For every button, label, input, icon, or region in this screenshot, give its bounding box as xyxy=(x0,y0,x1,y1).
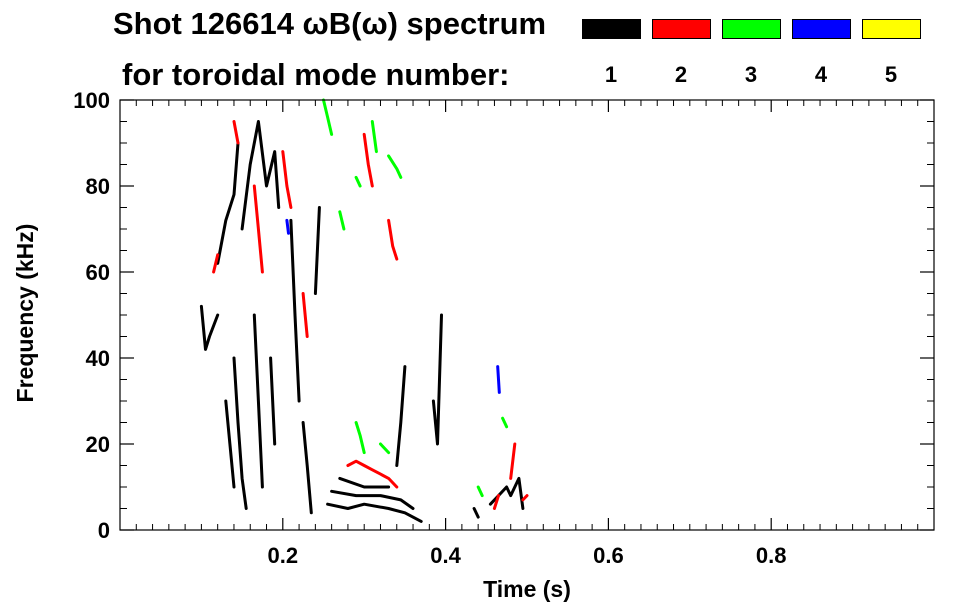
data-layer xyxy=(199,98,529,523)
x-tick-label: 0.8 xyxy=(756,543,787,568)
mode-2-trace xyxy=(521,494,529,502)
legend-swatch-5 xyxy=(862,19,921,39)
mode-1-trace xyxy=(338,476,391,489)
mode-4-trace xyxy=(285,218,290,235)
legend-swatch-2 xyxy=(652,19,711,39)
mode-1-trace xyxy=(252,313,264,489)
mode-1-trace xyxy=(472,507,480,519)
mode-2-trace xyxy=(281,150,293,209)
axes-layer: 0.2 0.4 0.6 0.8 0 20 40 60 80 100 xyxy=(73,88,935,568)
x-tick-label: 0.4 xyxy=(430,543,461,568)
mode-3-trace xyxy=(322,98,334,136)
mode-2-trace xyxy=(492,494,500,510)
y-axis-title: Frequency (kHz) xyxy=(12,224,38,403)
y-tick-label: 60 xyxy=(86,260,110,285)
legend-label-3: 3 xyxy=(744,62,758,87)
series-mode-4 xyxy=(285,218,501,394)
mode-3-trace xyxy=(379,442,391,455)
mode-1-trace xyxy=(313,206,321,295)
y-tick-label: 0 xyxy=(98,518,110,543)
series-mode-3 xyxy=(322,98,509,498)
mode-2-trace xyxy=(232,120,240,145)
mode-1-trace xyxy=(240,120,281,231)
mode-2-trace xyxy=(362,132,374,188)
mode-3-trace xyxy=(354,175,362,188)
mode-3-trace xyxy=(354,421,366,455)
mode-2-trace xyxy=(252,184,264,274)
y-tick-label: 100 xyxy=(73,88,110,113)
legend-swatch-4 xyxy=(792,19,851,39)
mode-3-trace xyxy=(476,485,484,498)
mode-1-trace xyxy=(289,218,301,403)
x-tick-label: 0.2 xyxy=(268,543,299,568)
legend-label-2: 2 xyxy=(674,62,688,87)
mode-3-trace xyxy=(501,416,509,429)
y-tick-label: 80 xyxy=(86,174,110,199)
mode-2-trace xyxy=(301,292,309,338)
x-axis-title: Time (s) xyxy=(483,576,571,602)
mode-1-trace xyxy=(301,421,313,515)
mode-1-trace xyxy=(431,313,443,446)
mode-2-trace xyxy=(346,459,399,489)
mode-1-trace xyxy=(326,502,423,523)
legend-label-1: 1 xyxy=(604,62,618,87)
legend-swatch-3 xyxy=(722,19,781,39)
legend-label-4: 4 xyxy=(814,62,828,87)
mode-4-trace xyxy=(496,365,501,394)
legend-swatch-1 xyxy=(582,19,641,39)
chart-title-line1: Shot 126614 ωB(ω) spectrum xyxy=(113,6,547,41)
y-tick-label: 20 xyxy=(86,432,110,457)
mode-1-trace xyxy=(330,489,415,510)
mode-1-trace xyxy=(269,356,277,446)
mode-1-trace xyxy=(199,304,220,351)
mode-3-trace xyxy=(387,154,403,179)
mode-2-trace xyxy=(387,218,399,261)
mode-1-trace xyxy=(395,365,407,467)
mode-2-trace xyxy=(509,442,517,480)
y-tick-label: 40 xyxy=(86,346,110,371)
legend-label-5: 5 xyxy=(884,62,898,87)
series-mode-2 xyxy=(212,120,529,510)
mode-1-trace xyxy=(224,399,236,489)
chart-title-line2: for toroidal mode number: xyxy=(122,57,510,92)
mode-3-trace xyxy=(338,210,346,231)
mode-3-trace xyxy=(370,120,378,154)
mode-2-trace xyxy=(212,253,220,274)
mode-1-trace xyxy=(232,356,248,510)
mode-1-trace xyxy=(216,141,240,265)
series-mode-1 xyxy=(199,120,525,523)
x-tick-label: 0.6 xyxy=(593,543,624,568)
